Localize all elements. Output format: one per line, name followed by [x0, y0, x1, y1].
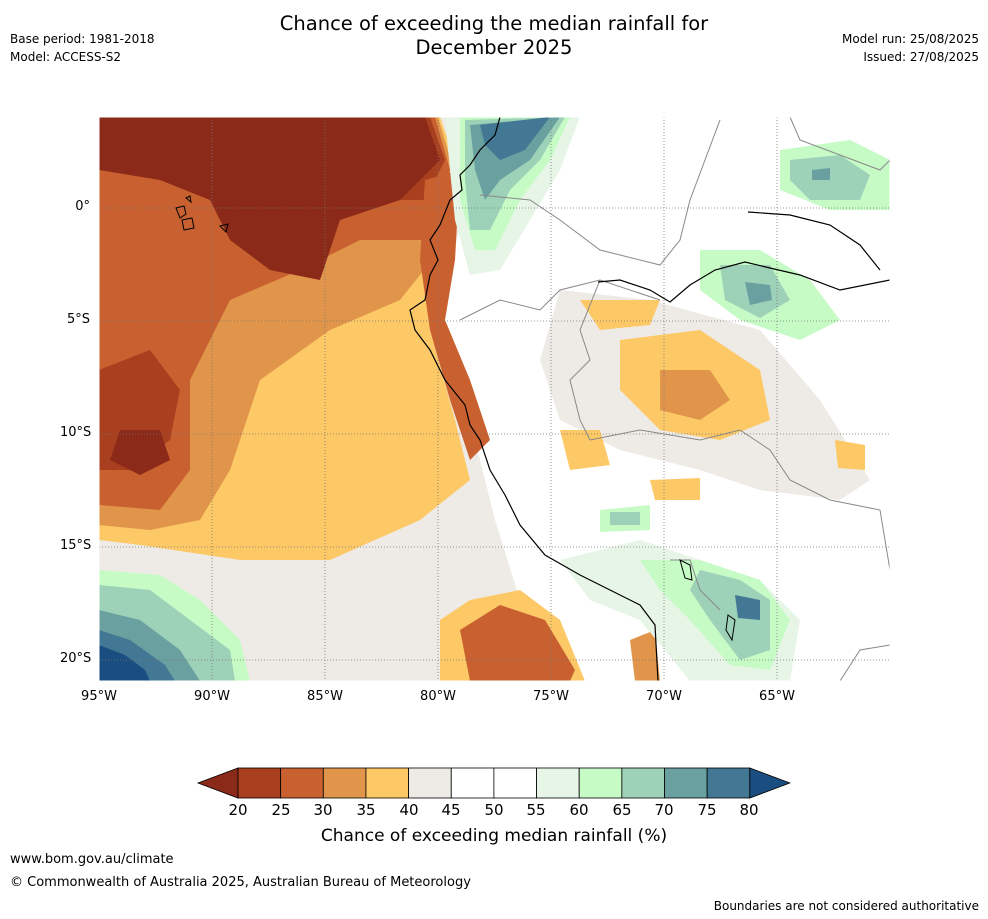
lon-label-90w: 90°W: [194, 689, 230, 704]
graticule: [99, 117, 890, 681]
cb-tick-50: 50: [484, 801, 504, 819]
lon-label-70w: 70°W: [646, 689, 682, 704]
title-line-1: Chance of exceeding the median rainfall …: [279, 12, 709, 35]
cb-tick-70: 70: [654, 801, 674, 819]
model-run-label: Model run: 25/08/2025: [841, 32, 979, 46]
galapagos-islands: [175, 195, 229, 233]
cb-tick-60: 60: [569, 801, 589, 819]
cb-tick-25: 25: [271, 801, 291, 819]
cb-tick-55: 55: [526, 801, 546, 819]
map-frame: [98, 116, 891, 682]
lon-label-65w: 65°W: [759, 689, 795, 704]
cb-tick-40: 40: [399, 801, 419, 819]
cb-swatch-65-70: [621, 767, 665, 799]
colorbar-title: Chance of exceeding median rainfall (%): [320, 826, 668, 846]
cb-swatch-60-65: [578, 767, 623, 799]
titicaca-lake: [679, 559, 736, 642]
cb-swatch-55-60: [536, 767, 580, 799]
map-title: Chance of exceeding the median rainfall …: [0, 12, 988, 60]
cb-swatch-40-45: [408, 767, 452, 799]
lat-label-15s: 15°S: [60, 538, 92, 553]
cb-swatch-below-20: [196, 767, 239, 799]
issued-label: Issued: 27/08/2025: [863, 50, 979, 64]
cb-swatch-25-30: [280, 767, 324, 799]
copyright-text: © Commonwealth of Australia 2025, Austra…: [10, 875, 471, 890]
cb-swatch-30-35: [322, 767, 367, 799]
colorbar: [196, 767, 791, 799]
lat-label-0: 0°: [75, 199, 90, 214]
country-borders: [459, 117, 890, 681]
coastline: [409, 117, 890, 681]
cb-tick-75: 75: [697, 801, 717, 819]
cb-tick-65: 65: [612, 801, 632, 819]
cb-tick-45: 45: [441, 801, 461, 819]
lon-label-85w: 85°W: [307, 689, 343, 704]
lon-label-75w: 75°W: [533, 689, 569, 704]
cb-swatch-20-25: [237, 767, 282, 799]
lon-label-80w: 80°W: [420, 689, 456, 704]
base-period-label: Base period: 1981-2018: [10, 32, 155, 46]
title-line-2: December 2025: [415, 36, 573, 59]
cb-swatch-35-40: [365, 767, 409, 799]
cb-swatch-45-50: [450, 767, 495, 799]
colorbar-ticks: 20 25 30 35 40 45 50 55 60 65 70 75 80: [0, 801, 988, 821]
cb-tick-35: 35: [356, 801, 376, 819]
cb-swatch-above-80: [749, 767, 791, 799]
cb-swatch-75-80: [706, 767, 751, 799]
cb-tick-80: 80: [739, 801, 759, 819]
boundary-disclaimer: Boundaries are not considered authoritat…: [713, 899, 979, 913]
rainfall-shading: [99, 117, 890, 681]
lon-label-95w: 95°W: [81, 689, 117, 704]
model-label: Model: ACCESS-S2: [10, 50, 122, 64]
cb-tick-30: 30: [313, 801, 333, 819]
lat-label-20s: 20°S: [60, 651, 92, 666]
cb-swatch-50-55: [493, 767, 537, 799]
cb-swatch-70-75: [664, 767, 708, 799]
lat-label-10s: 10°S: [60, 425, 92, 440]
website-link[interactable]: www.bom.gov.au/climate: [10, 852, 174, 867]
cb-tick-20: 20: [228, 801, 248, 819]
lat-label-5s: 5°S: [66, 312, 90, 327]
